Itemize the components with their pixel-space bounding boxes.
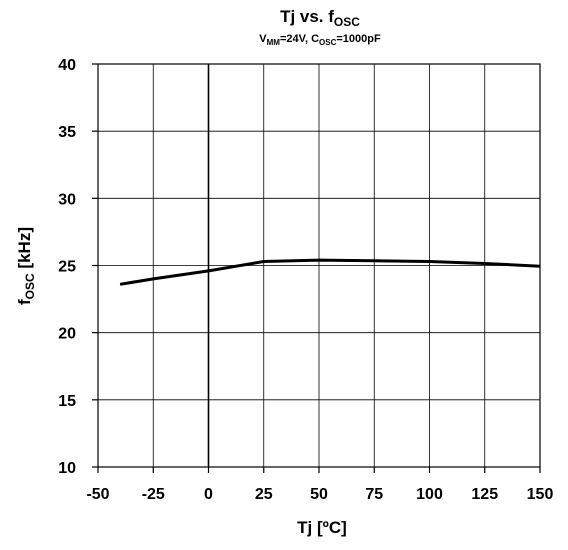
subtitle-part2: =24V, C (280, 33, 319, 45)
x-tick-label: 50 (310, 486, 328, 503)
y-axis-label-main: f (15, 299, 34, 305)
x-tick-label: 25 (255, 486, 273, 503)
chart-subtitle: VMM=24V, COSC=1000pF (259, 33, 381, 47)
grid (97, 63, 541, 468)
chart-title-sub: OSC (334, 15, 360, 29)
y-tick-label: 30 (58, 191, 76, 208)
x-tick-label: 125 (471, 486, 498, 503)
y-tick-label: 35 (58, 124, 76, 141)
y-tick-label: 10 (58, 460, 76, 477)
series-line (119, 258, 541, 286)
chart-title: Tj vs. fOSC (280, 7, 360, 29)
y-axis-label: fOSC [kHz] (15, 227, 37, 305)
y-tick-label: 40 (58, 57, 76, 74)
x-tick-label: 100 (416, 486, 443, 503)
y-axis-label-rest: [kHz] (15, 227, 34, 273)
x-tick-label: 75 (365, 486, 383, 503)
series (119, 258, 541, 286)
tick-labels: -50 -25 0 25 50 75 100 125 150 10 15 20 25 30 35 40 (58, 57, 553, 503)
x-tick-label: 0 (204, 486, 213, 503)
subtitle-part2-sub: OSC (319, 38, 337, 47)
y-tick-label: 25 (58, 259, 76, 276)
y-tick-label: 20 (58, 326, 76, 343)
axes (92, 63, 541, 473)
subtitle-part3: =1000pF (336, 33, 381, 45)
x-tick-label: 150 (527, 486, 554, 503)
subtitle-part1: V (259, 33, 267, 45)
x-tick-label: -50 (86, 486, 109, 503)
x-axis-label: Tj [ºC] (297, 518, 347, 537)
x-tick-label: -25 (142, 486, 165, 503)
y-axis-label-sub: OSC (23, 273, 37, 299)
y-tick-label: 15 (58, 393, 76, 410)
subtitle-part1-sub: MM (267, 38, 281, 47)
chart-title-main: Tj vs. f (280, 7, 334, 26)
